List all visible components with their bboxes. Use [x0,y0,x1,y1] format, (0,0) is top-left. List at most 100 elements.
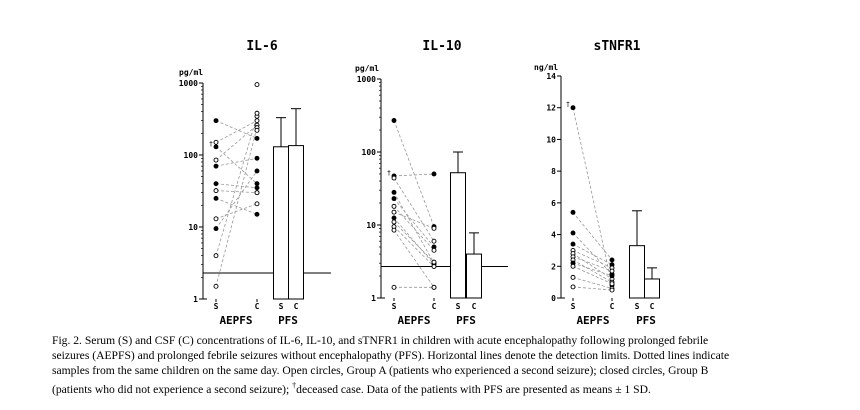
serum-point [213,118,219,124]
panel-stnfr1: sTNFR1 ng/ml AEPFS PFS S C S C 0 2 4 6 8 10 12… [534,39,660,327]
x-label-pfs-c: C [650,302,655,311]
y-tick-label: 1 [371,294,376,303]
y-tick-label: 0 [551,294,556,303]
pair-line [393,226,435,267]
pair-line [215,203,258,220]
y-tick-label: 12 [546,104,556,113]
caption-line-3: samples from the same children on the sa… [52,364,709,377]
pair-line [572,259,613,283]
csf-point [254,211,260,217]
pfs-csf-bar [288,145,304,300]
pair-line [572,265,613,285]
serum-point [391,209,397,215]
y-axis-unit: pg/ml [179,68,203,77]
y-tick-label: 1000 [179,79,198,88]
serum-point [213,195,219,201]
caption-line-2: seizures (AEPFS) and prolonged febrile s… [52,349,730,362]
x-label-c: C [432,302,437,311]
x-label-s: S [571,302,576,311]
serum-point [570,230,576,236]
panel-il6: IL-6 pg/ml AEPFS PFS S C S C 1 10 100 1000 † [179,39,331,327]
group-label-aepfs: AEPFS [576,314,609,327]
csf-point [254,135,260,141]
serum-point [391,284,397,290]
csf-point [609,257,615,263]
pair-line [393,177,435,242]
serum-point [570,284,576,290]
figure-caption: Fig. 2. Serum (S) and CSF (C) concentrat… [52,333,812,397]
x-label-s: S [214,302,219,311]
y-tick-label: 4 [551,231,556,240]
y-tick-label: 8 [551,167,556,176]
serum-point [570,241,576,247]
serum-point [570,105,576,111]
serum-point [391,227,397,233]
csf-point [609,281,615,287]
pair-line [215,190,258,194]
csf-point [254,110,260,116]
serum-point [570,209,576,215]
chart-title: IL-6 [246,39,277,54]
csf-point [609,273,615,279]
x-label-c: C [255,302,260,311]
y-tick-label: 2 [551,262,556,271]
chart-title: sTNFR1 [594,39,641,54]
pair-line [215,146,258,184]
x-label-pfs-s: S [635,302,640,311]
serum-point [213,157,219,163]
csf-point [254,201,260,207]
pair-line [572,262,613,277]
group-label-pfs: PFS [636,314,656,327]
dagger-mark: † [292,381,297,390]
deceased-dagger: † [387,169,391,177]
serum-point [570,274,576,280]
pair-line [393,198,435,248]
csf-point [254,118,260,124]
pair-line [215,124,258,161]
serum-point [391,175,397,181]
csf-point [609,287,615,293]
pair-line [572,277,613,289]
csf-point [431,225,437,231]
serum-point [213,181,219,187]
group-label-pfs: PFS [456,314,476,327]
x-label-s: S [392,302,397,311]
group-label-aepfs: AEPFS [219,314,252,327]
pair-line [215,116,258,256]
serum-point [391,219,397,225]
deceased-dagger: † [209,140,213,148]
serum-point [391,189,397,195]
y-axis-unit: ng/ml [534,63,558,72]
x-label-pfs-c: C [472,302,477,311]
y-tick-label: 6 [551,199,556,208]
group-label-pfs: PFS [278,314,298,327]
serum-point [213,226,219,232]
csf-point [254,185,260,191]
pair-line [572,243,613,266]
serum-point [213,283,219,289]
y-tick-label: 1 [193,295,198,304]
csf-point [254,190,260,196]
pfs-serum-bar [629,245,645,299]
serum-point [391,118,397,123]
serum-point [213,216,219,222]
csf-point [254,168,260,174]
csf-point [254,181,260,187]
pair-line [215,120,258,143]
serum-point [570,263,576,269]
y-tick-label: 100 [184,151,199,160]
pair-line [393,192,435,264]
caption-line-4a: (patients who did not experience a secon… [52,382,293,396]
pair-line [572,232,613,275]
serum-point [213,253,219,259]
panel-il10: IL-10 pg/ml AEPFS PFS S C S C 1 10 100 1000… [355,39,508,327]
y-tick-label: 10 [546,135,556,144]
chart-title: IL-10 [422,39,461,54]
csf-point [431,259,437,265]
pair-line [572,212,613,261]
y-tick-label: 10 [366,221,376,230]
y-axis-unit: pg/ml [355,64,379,73]
csf-point [254,82,260,88]
x-label-pfs-s: S [279,302,284,311]
pair-line [393,229,435,288]
